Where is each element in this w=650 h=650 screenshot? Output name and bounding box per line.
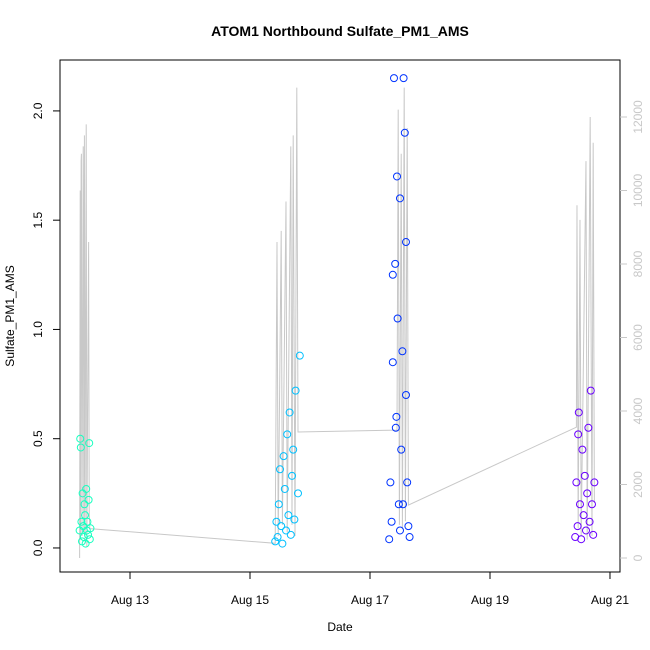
y2-tick-label: 10000 — [631, 173, 645, 207]
y-tick-label: 0.0 — [31, 539, 45, 556]
y2-tick-label: 0 — [631, 554, 645, 561]
data-point — [575, 500, 584, 509]
y-tick-label: 2.0 — [31, 102, 45, 119]
data-point — [82, 484, 91, 493]
data-point — [574, 408, 583, 417]
altitude-line — [79, 87, 595, 559]
data-point — [76, 443, 85, 452]
y2-tick-label: 2000 — [631, 471, 645, 498]
data-point — [80, 500, 89, 509]
data-point — [586, 386, 595, 395]
data-point — [77, 517, 86, 526]
data-point — [83, 517, 92, 526]
y-tick-label: 0.5 — [31, 430, 45, 447]
data-point — [81, 539, 90, 548]
data-point — [397, 445, 406, 454]
data-point — [385, 535, 394, 544]
x-tick-label: Aug 19 — [471, 593, 509, 607]
data-point — [282, 526, 291, 535]
data-point — [401, 390, 410, 399]
y-axis-label: Sulfate_PM1_AMS — [3, 265, 17, 366]
data-point — [277, 522, 286, 531]
y2-tick-label: 6000 — [631, 324, 645, 351]
x-tick-label: Aug 17 — [351, 593, 389, 607]
data-point — [291, 386, 300, 395]
data-point — [279, 452, 288, 461]
data-point — [590, 478, 599, 487]
data-point — [280, 484, 289, 493]
data-point — [387, 517, 396, 526]
data-point — [388, 270, 397, 279]
data-point — [389, 74, 398, 83]
data-point — [285, 408, 294, 417]
data-point — [271, 537, 280, 546]
data-point — [284, 511, 293, 520]
data-point — [581, 526, 590, 535]
data-point — [283, 430, 292, 439]
data-point — [84, 495, 93, 504]
data-point — [86, 524, 95, 533]
data-point — [294, 489, 303, 498]
data-point — [405, 533, 414, 542]
data-point — [398, 347, 407, 356]
data-point — [400, 128, 409, 137]
data-point — [76, 434, 85, 443]
x-tick-label: Aug 21 — [591, 593, 629, 607]
data-point — [580, 471, 589, 480]
data-point — [388, 358, 397, 367]
data-point — [399, 74, 408, 83]
x-tick-label: Aug 13 — [111, 593, 149, 607]
data-point — [574, 430, 583, 439]
y-tick-label: 1.5 — [31, 212, 45, 229]
data-point — [394, 500, 403, 509]
data-point — [393, 314, 402, 323]
x-axis-label: Date — [327, 620, 353, 634]
data-point — [401, 238, 410, 247]
data-point — [391, 259, 400, 268]
data-point — [577, 535, 586, 544]
data-point — [276, 465, 285, 474]
data-point — [589, 530, 598, 539]
data-point — [584, 423, 593, 432]
y2-tick-label: 8000 — [631, 250, 645, 277]
data-point — [579, 511, 588, 520]
data-point — [392, 172, 401, 181]
data-point — [286, 530, 295, 539]
x-tick-label: Aug 15 — [231, 593, 269, 607]
data-point — [585, 517, 594, 526]
data-point — [85, 535, 94, 544]
data-point — [273, 533, 282, 542]
data-point — [295, 351, 304, 360]
data-point — [395, 194, 404, 203]
data-point — [274, 500, 283, 509]
data-point — [395, 526, 404, 535]
data-point — [391, 423, 400, 432]
y2-tick-label: 12000 — [631, 100, 645, 134]
data-point — [572, 478, 581, 487]
chart-title: ATOM1 Northbound Sulfate_PM1_AMS — [211, 23, 469, 39]
y2-tick-label: 4000 — [631, 397, 645, 424]
plot-box — [59, 59, 621, 573]
data-point — [386, 478, 395, 487]
data-point — [85, 439, 94, 448]
data-point — [288, 471, 297, 480]
data-point — [398, 500, 407, 509]
data-point — [289, 445, 298, 454]
data-point — [583, 489, 592, 498]
data-point — [578, 445, 587, 454]
y-tick-label: 1.0 — [31, 321, 45, 338]
data-point — [272, 517, 281, 526]
data-point — [392, 412, 401, 421]
data-point — [587, 500, 596, 509]
data-point — [290, 515, 299, 524]
data-point — [404, 522, 413, 531]
data-point — [573, 522, 582, 531]
data-point — [278, 539, 287, 548]
data-point — [403, 478, 412, 487]
